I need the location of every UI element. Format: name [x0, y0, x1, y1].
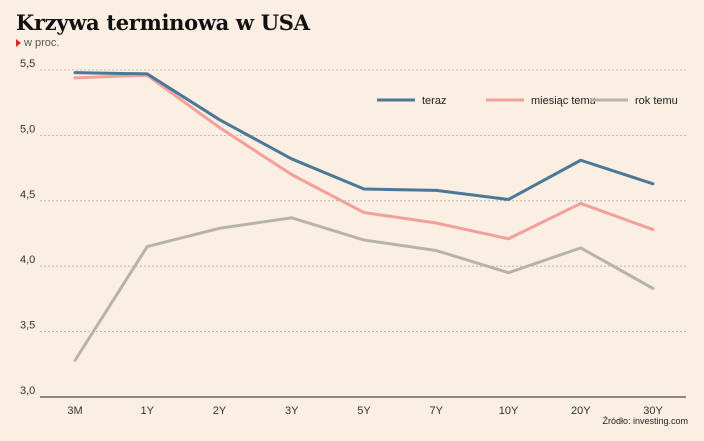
y-tick-label: 5,0	[20, 123, 35, 135]
y-tick-label: 4,0	[20, 254, 35, 266]
triangle-marker-icon	[16, 39, 21, 47]
x-tick-label: 3Y	[285, 405, 299, 417]
x-tick-label: 2Y	[213, 405, 227, 417]
x-tick-label: 7Y	[430, 405, 444, 417]
x-tick-label: 10Y	[499, 405, 519, 417]
series-line-teraz	[73, 71, 655, 201]
legend-label: miesiąc temu	[531, 95, 596, 107]
y-tick-label: 5,5	[20, 58, 35, 70]
series-line-miesiąc-temu	[73, 73, 655, 241]
subtitle-text: w proc.	[24, 37, 60, 49]
chart-subtitle: w proc.	[16, 37, 59, 49]
source-note: Źródło: investing.com	[602, 416, 688, 426]
x-tick-label: 3M	[67, 405, 82, 417]
x-tick-label: 30Y	[643, 405, 663, 417]
y-tick-label: 4,5	[20, 189, 35, 201]
x-tick-label: 1Y	[141, 405, 155, 417]
y-tick-label: 3,5	[20, 320, 35, 332]
legend-label: rok temu	[635, 95, 678, 107]
x-tick-label: 5Y	[357, 405, 371, 417]
x-tick-label: 20Y	[571, 405, 591, 417]
chart-title: Krzywa terminowa w USA	[16, 10, 310, 35]
legend-label: teraz	[422, 95, 446, 107]
series-line-rok-temu	[73, 216, 655, 362]
y-tick-label: 3,0	[20, 385, 35, 397]
